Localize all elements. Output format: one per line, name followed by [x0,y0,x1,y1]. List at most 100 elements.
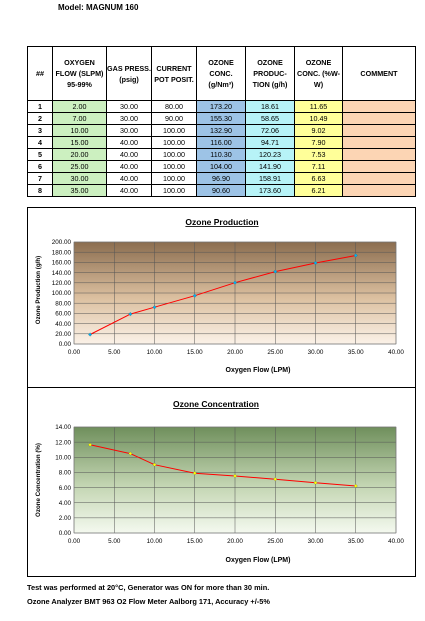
comment-cell [342,112,416,125]
x-tick-label: 40.00 [388,538,404,545]
row-number: 7 [27,172,53,185]
oxygen-flow-cell: 2.00 [52,100,107,113]
x-tick-label: 5.00 [108,538,121,545]
ozone-production-cell: 158.91 [245,172,295,185]
oxygen-flow-cell: 25.00 [52,160,107,173]
comment-cell [342,172,416,185]
data-point [128,312,133,317]
header-ozone-conc-gnm3: OZONE CONC. (g/Nm³) [196,46,246,101]
y-tick-label: 6.00 [59,485,72,492]
table-header-row: ## OXYGEN FLOW (SLPM) 95-99% GAS PRESS. … [27,46,416,101]
ozone-production-chart: 0.00 20.00 40.00 60.00 80.00 100.00 120.00 140.… [27,207,416,389]
header-gas-pressure: GAS PRESS. (psig) [106,46,152,101]
y-tick-label: 12.00 [55,439,71,446]
y-tick-label: 0.00 [59,530,72,537]
row-number: 3 [27,124,53,137]
y-tick-label: 14.00 [55,424,71,431]
comment-cell [342,124,416,137]
table-row: 3 10.00 30.00 100.00 132.90 72.06 9.02 [27,124,416,137]
data-point [353,483,358,488]
x-tick-label: 15.00 [187,538,203,545]
comment-cell [342,160,416,173]
ozone-production-cell: 94.71 [245,136,295,149]
comment-cell [342,136,416,149]
x-tick-label: 5.00 [108,349,121,356]
data-point [232,473,238,478]
row-number: 8 [27,184,53,197]
table-row: 4 15.00 40.00 100.00 116.00 94.71 7.90 [27,136,416,149]
pot-position-cell: 100.00 [151,160,197,173]
y-tick-label: 160.00 [52,260,72,267]
table-row: 1 2.00 30.00 80.00 173.20 18.61 11.65 [27,100,416,113]
y-tick-label: 140.00 [52,270,72,277]
y-tick-label: 100.00 [52,290,72,297]
pot-position-cell: 100.00 [151,184,197,197]
comment-cell [342,148,416,161]
x-tick-label: 20.00 [227,349,243,356]
row-number: 6 [27,160,53,173]
ozone-conc-gnm3-cell: 132.90 [196,124,246,137]
y-tick-label: 8.00 [59,470,72,477]
header-ozone-production: OZONE PRODUC-TION (g/h) [245,46,295,101]
footer-note-instruments: Ozone Analyzer BMT 963 O2 Flow Meter Aal… [27,597,270,606]
pot-position-cell: 80.00 [151,100,197,113]
series-line [89,255,356,335]
ozone-production-cell: 72.06 [245,124,295,137]
table-row: 6 25.00 40.00 100.00 104.00 141.90 7.11 [27,160,416,173]
ozone-conc-pct-cell: 7.90 [294,136,343,149]
y-axis-label: Ozone Concentration (%) [35,443,42,517]
header-comment: COMMENT [342,46,416,101]
oxygen-flow-cell: 30.00 [52,172,107,185]
row-number: 5 [27,148,53,161]
row-number: 1 [27,100,53,113]
header-ozone-conc-pct: OZONE CONC. (%W-W) [294,46,343,101]
header-number: ## [27,46,53,101]
gas-pressure-cell: 40.00 [106,172,152,185]
gas-pressure-cell: 40.00 [106,148,152,161]
ozone-conc-pct-cell: 9.02 [294,124,343,137]
data-point [273,269,278,274]
data-point [152,462,157,467]
oxygen-flow-cell: 7.00 [52,112,107,125]
ozone-conc-gnm3-cell: 173.20 [196,100,246,113]
ozone-production-cell: 173.60 [245,184,295,197]
ozone-conc-pct-cell: 11.65 [294,100,343,113]
ozone-production-chart-svg: 0.00 20.00 40.00 60.00 80.00 100.00 120.00 140.… [35,217,404,374]
data-point [313,480,318,485]
gas-pressure-cell: 40.00 [106,184,152,197]
ozone-concentration-chart: 0.00 2.00 4.00 6.00 8.00 10.00 12.00 14.00 0.00… [27,387,416,577]
x-tick-label: 25.00 [267,538,283,545]
table-row: 7 30.00 40.00 100.00 96.90 158.91 6.63 [27,172,416,185]
y-tick-label: 4.00 [59,500,72,507]
gas-pressure-cell: 40.00 [106,160,152,173]
x-tick-label: 30.00 [308,538,324,545]
ozone-production-cell: 120.23 [245,148,295,161]
ozone-conc-gnm3-cell: 96.90 [196,172,246,185]
plot-frame [73,241,397,345]
y-tick-label: 2.00 [59,515,72,522]
y-tick-label: 180.00 [52,249,72,256]
y-tick-label: 20.00 [55,331,71,338]
header-current-pot: CURRENT POT POSIT. [151,46,197,101]
pot-position-cell: 100.00 [151,136,197,149]
x-tick-label: 25.00 [267,349,283,356]
data-point [232,280,238,285]
gas-pressure-cell: 30.00 [106,112,152,125]
ozone-conc-gnm3-cell: 104.00 [196,160,246,173]
chart-title: Ozone Concentration [173,399,259,409]
data-point [88,442,93,447]
x-tick-label: 20.00 [227,538,243,545]
oxygen-flow-cell: 15.00 [52,136,107,149]
y-tick-label: 120.00 [52,280,72,287]
plot-frame [73,426,397,534]
ozone-production-cell: 58.65 [245,112,295,125]
table-row: 5 20.00 40.00 100.00 110.30 120.23 7.53 [27,148,416,161]
data-point [128,451,133,456]
header-oxygen-flow: OXYGEN FLOW (SLPM) 95-99% [52,46,107,101]
oxygen-flow-cell: 20.00 [52,148,107,161]
data-point [192,471,197,476]
oxygen-flow-cell: 35.00 [52,184,107,197]
x-tick-label: 15.00 [187,349,203,356]
x-tick-label: 35.00 [348,538,364,545]
y-axis-label: Ozone Production (g/h) [35,256,42,324]
